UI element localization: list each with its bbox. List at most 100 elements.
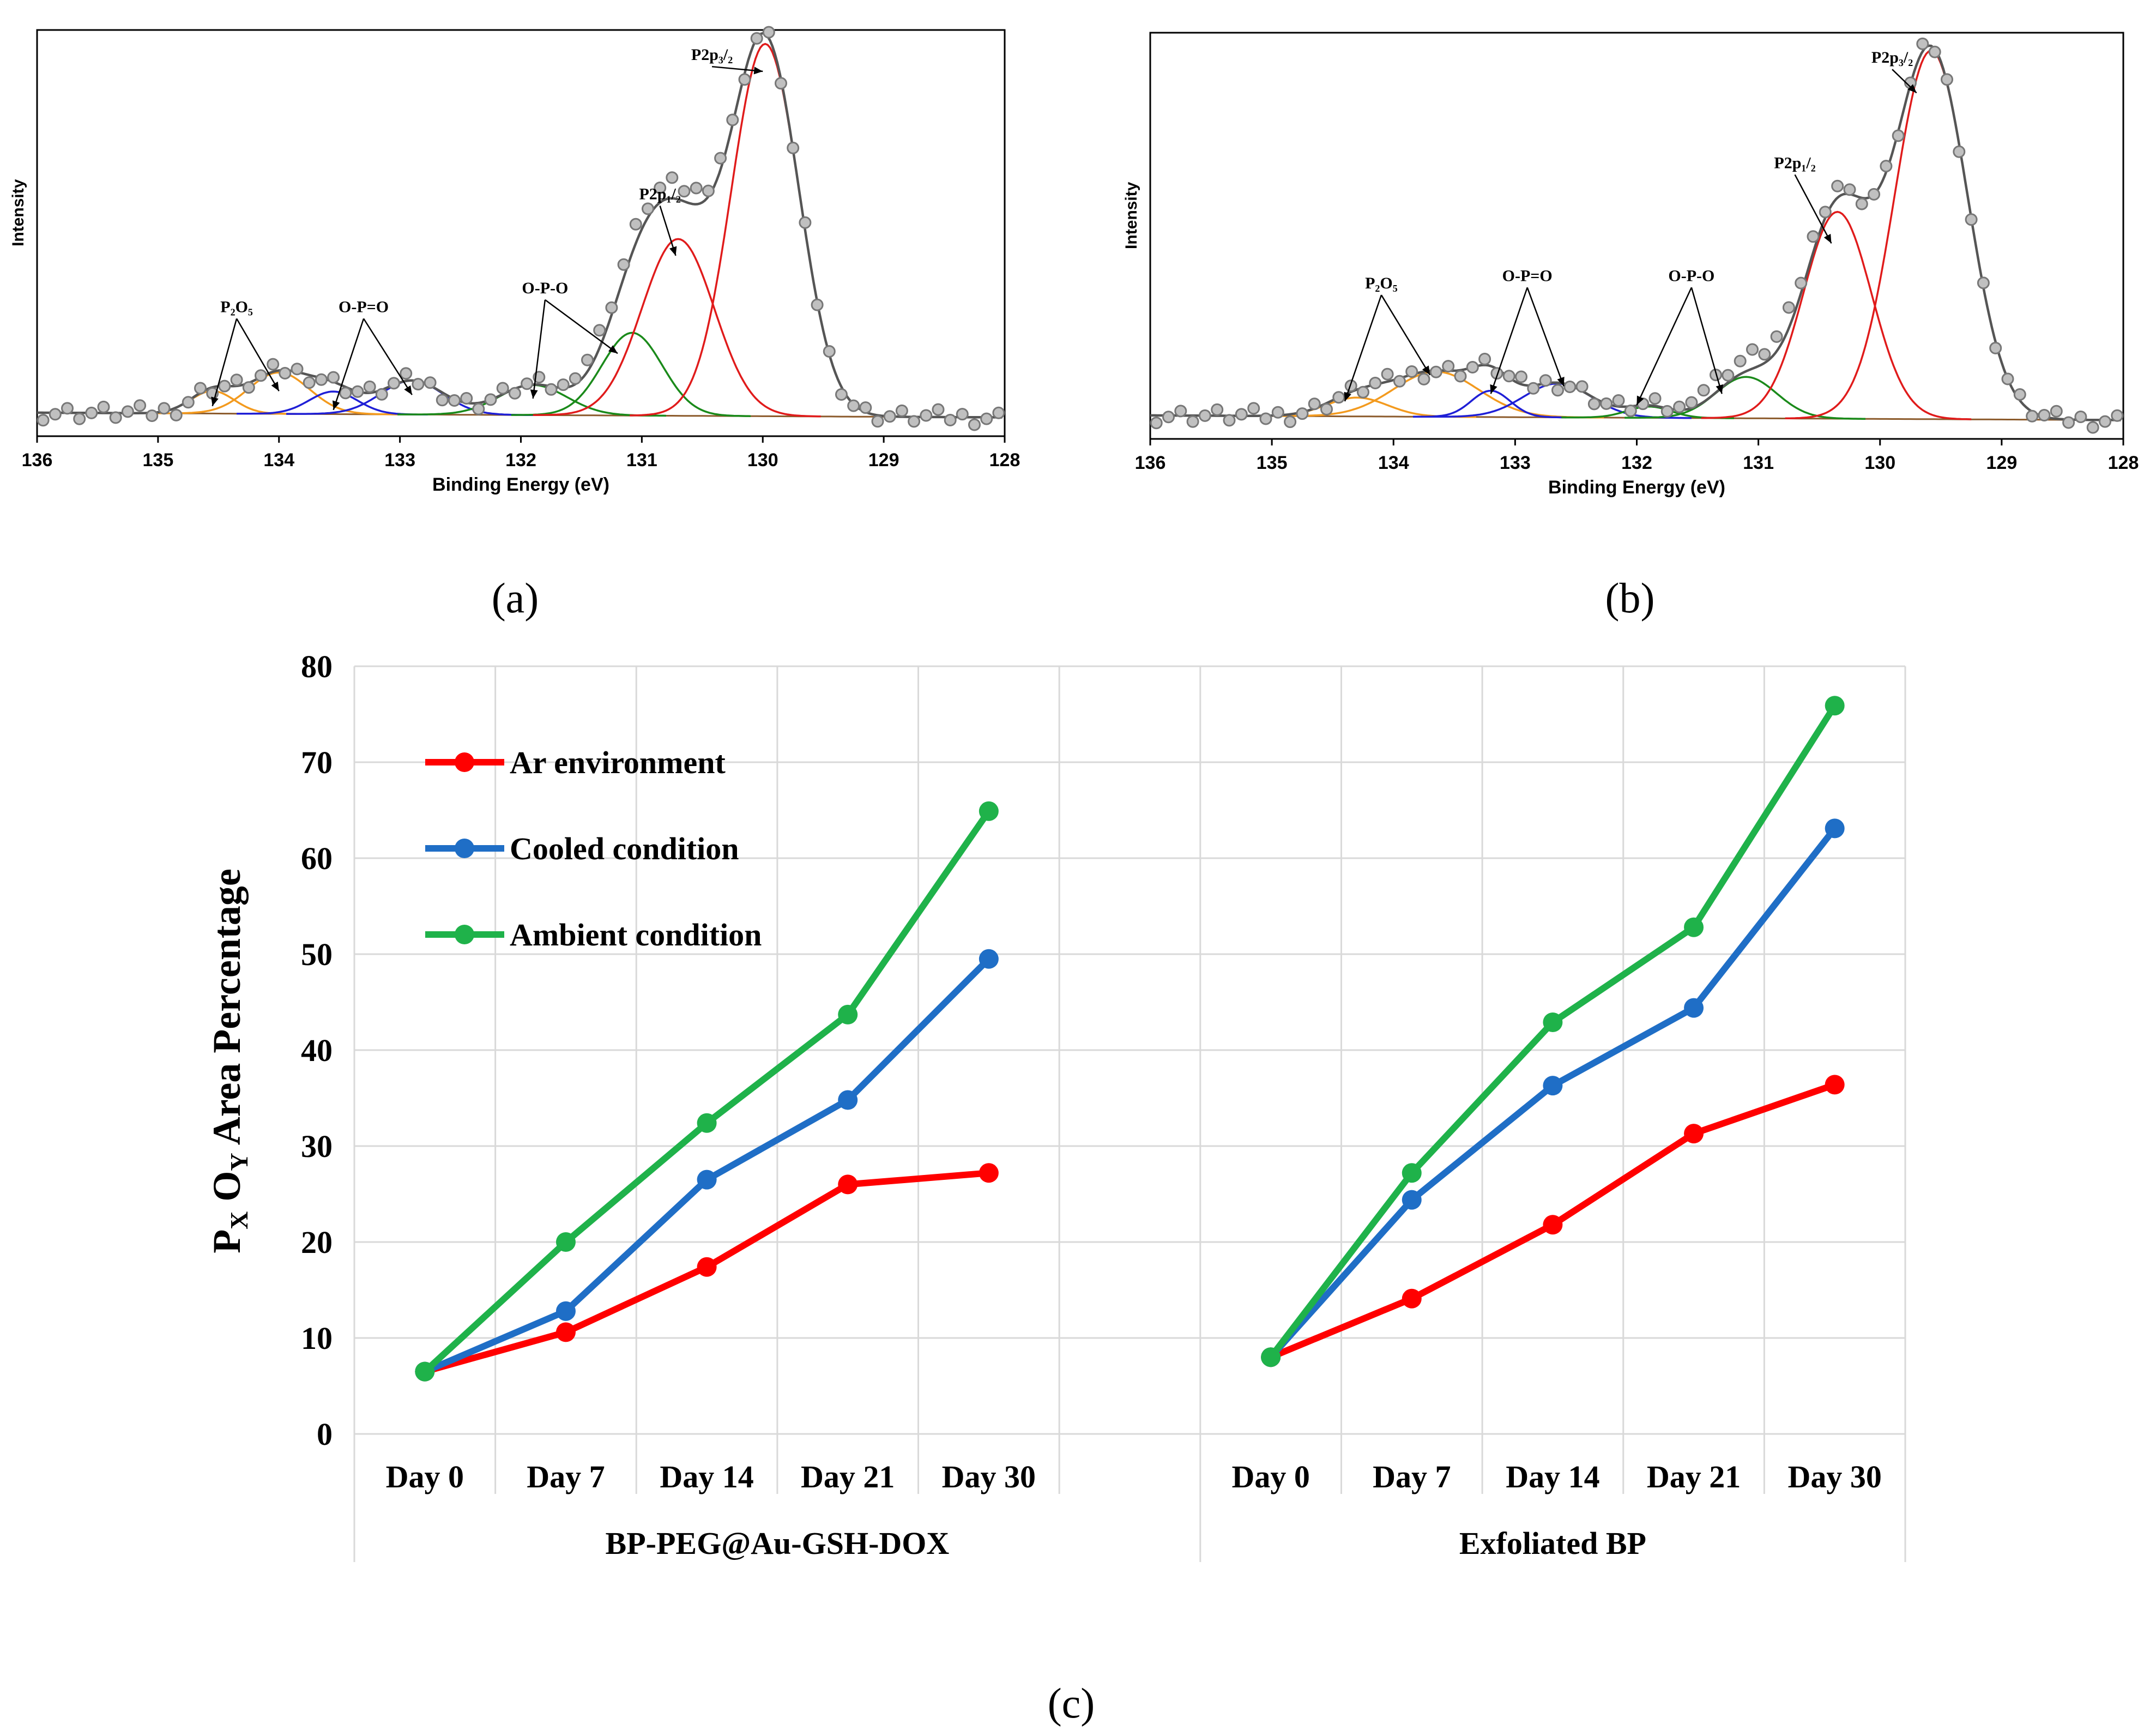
- raw-data-point: [484, 393, 497, 406]
- raw-data-point: [1989, 341, 2002, 354]
- raw-data-point: [895, 404, 908, 417]
- annotation-arrowhead: [1716, 384, 1724, 394]
- raw-data-point: [714, 152, 727, 165]
- xps-chart-a: 136 135 134 133 132 131 130 129 128 Binding Energ…: [9, 26, 1020, 495]
- fit-peak-p2o5: [158, 371, 398, 415]
- legend-label: Ar environment: [510, 745, 726, 780]
- data-point-ar-environment: [555, 1322, 576, 1342]
- raw-data-point: [859, 401, 872, 414]
- raw-data-point: [146, 409, 159, 422]
- raw-data-point: [1308, 397, 1321, 411]
- raw-data-point: [1381, 367, 1394, 381]
- data-point-ambient-condition: [1261, 1347, 1281, 1367]
- peak-annotation: P₂O₅: [220, 298, 253, 316]
- raw-data-point: [291, 363, 304, 376]
- raw-data-point: [521, 377, 534, 390]
- annotation-arrow: [1690, 287, 1723, 394]
- peak-annotation: O-P=O: [339, 298, 389, 316]
- raw-data-point: [1442, 360, 1455, 373]
- y-axis-label: PX OY Area Percentage: [205, 869, 253, 1253]
- raw-data-point: [702, 184, 715, 197]
- raw-data-point: [2050, 405, 2063, 418]
- raw-data-point: [1478, 353, 1491, 365]
- raw-data-point: [1198, 409, 1211, 422]
- raw-data-point: [1965, 213, 1978, 226]
- raw-data-point: [1624, 405, 1637, 417]
- raw-data-point: [424, 376, 437, 389]
- raw-data-point: [1758, 348, 1771, 361]
- raw-data-point: [992, 406, 1005, 419]
- raw-data-point: [496, 382, 509, 395]
- data-point-ambient-condition: [1402, 1163, 1422, 1183]
- raw-data-point: [545, 383, 558, 396]
- y-axis-label: Intensity: [1122, 182, 1140, 249]
- raw-data-point: [267, 358, 280, 371]
- x-axis-label: Binding Energy (eV): [1548, 477, 1725, 498]
- y-tick-label: 0: [317, 1416, 333, 1452]
- y-tick-label: 50: [301, 937, 333, 972]
- peak-annotation: P2p₃/₂: [691, 46, 733, 64]
- raw-data-point: [799, 216, 812, 229]
- raw-data-point: [1916, 37, 1929, 50]
- annotation-arrowhead: [1636, 395, 1644, 405]
- category-label: Day 14: [660, 1459, 753, 1494]
- raw-data-point: [85, 406, 98, 419]
- data-point-ambient-condition: [838, 1004, 858, 1024]
- y-tick-label: 20: [301, 1225, 333, 1260]
- oxidation-line-chart: 0 10 20 30 40 50 60 70 80 Day 0 Day 7 Day 14 Day 21 D…: [205, 649, 1906, 1562]
- raw-data-point: [654, 182, 667, 194]
- raw-data-point: [1454, 370, 1467, 383]
- raw-data-point: [61, 402, 74, 415]
- raw-data-point: [847, 399, 860, 412]
- raw-data-point: [787, 141, 800, 154]
- data-point-ar-environment: [697, 1257, 717, 1277]
- raw-data-point: [666, 171, 679, 184]
- category-label: Day 14: [1506, 1459, 1599, 1494]
- peak-annotation: P2p₃/₂: [1871, 49, 1913, 67]
- group-label: BP-PEG@Au-GSH-DOX: [606, 1526, 950, 1561]
- raw-data-point: [448, 394, 461, 407]
- raw-data-point: [194, 382, 207, 395]
- raw-data-point: [134, 399, 147, 412]
- raw-data-point: [1271, 406, 1284, 419]
- category-label: Day 21: [1647, 1459, 1741, 1494]
- raw-data-point: [1296, 407, 1309, 420]
- annotation-arrowhead: [271, 381, 279, 391]
- x-tick-label: 131: [1743, 453, 1774, 473]
- raw-data-point: [1466, 361, 1479, 373]
- x-tick-label: 136: [1135, 453, 1166, 473]
- raw-data-point: [980, 412, 993, 425]
- raw-data-point: [1807, 230, 1820, 243]
- x-tick-label: 134: [1378, 453, 1409, 473]
- raw-data-point: [363, 380, 376, 393]
- raw-data-point: [1831, 179, 1844, 192]
- annotation-arrow: [1636, 287, 1693, 406]
- raw-data-point: [2001, 372, 2014, 385]
- raw-data-point: [351, 385, 364, 398]
- raw-data-point: [375, 388, 388, 401]
- raw-data-point: [1977, 276, 1990, 290]
- raw-data-point: [436, 394, 449, 407]
- raw-data-point: [388, 377, 400, 390]
- raw-data-point: [1587, 397, 1601, 411]
- data-point-ambient-condition: [1684, 917, 1704, 937]
- xps-chart-b: 136 135 134 133 132 131 130 129 128 Binding Energ…: [1122, 32, 2139, 498]
- annotation-arrowhead: [1907, 84, 1917, 93]
- peak-annotation: O-P=O: [1502, 267, 1553, 285]
- annotation-arrow: [545, 299, 618, 354]
- raw-data-point: [956, 408, 969, 421]
- y-tick-label: 70: [301, 745, 333, 780]
- raw-data-point: [1563, 381, 1577, 393]
- raw-data-point: [1235, 408, 1248, 421]
- raw-data-point: [1174, 405, 1187, 418]
- raw-data-point: [750, 32, 763, 45]
- category-label: Day 0: [386, 1459, 464, 1494]
- annotation-arrowhead: [1557, 376, 1565, 387]
- raw-data-point: [1953, 145, 1966, 158]
- raw-data-point: [182, 396, 195, 409]
- raw-data-point: [1527, 382, 1540, 395]
- raw-data-point: [1247, 402, 1260, 415]
- raw-data-point: [823, 345, 836, 358]
- raw-data-point: [1490, 367, 1503, 380]
- annotation-arrowhead: [1422, 365, 1430, 375]
